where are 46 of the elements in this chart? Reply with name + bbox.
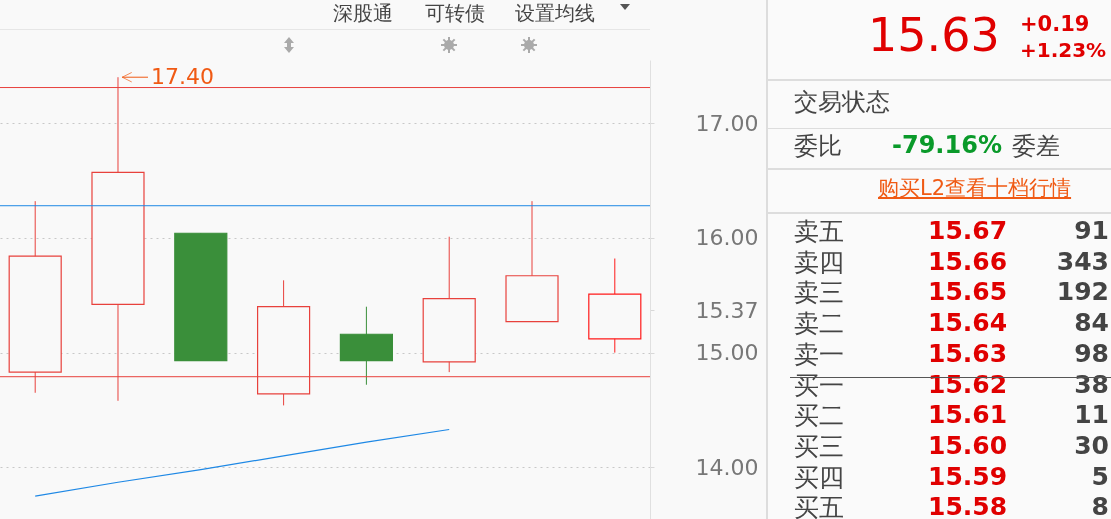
text: 15.59 xyxy=(928,461,1008,491)
text: 15.61 xyxy=(928,400,1008,430)
y-tick-label: 14.00 xyxy=(695,454,759,480)
text: 卖二 xyxy=(794,308,844,341)
text: 卖五 xyxy=(794,216,844,248)
text: 交易状态 xyxy=(794,87,890,118)
text: 30 xyxy=(1074,430,1109,460)
text: -79.16% xyxy=(892,131,1002,159)
text: 91 xyxy=(1074,216,1109,245)
text: 5 xyxy=(1091,461,1109,491)
text: 15.64 xyxy=(928,308,1008,338)
text: 15.65 xyxy=(928,277,1008,307)
annotation: 17.40 xyxy=(150,64,214,90)
text: 委差 xyxy=(1012,131,1060,162)
text: 15.58 xyxy=(928,492,1008,519)
text: 委比 xyxy=(794,131,842,162)
text: 深股通 xyxy=(333,1,393,25)
text: 卖三 xyxy=(794,277,844,310)
text: 可转债 xyxy=(425,1,485,25)
text: 8 xyxy=(1091,492,1109,519)
text: 卖四 xyxy=(794,246,844,279)
text: 买五 xyxy=(794,492,844,519)
text: 98 xyxy=(1074,338,1109,368)
y-tick-label: 15.37 xyxy=(695,297,759,323)
text: 15.63 xyxy=(928,338,1008,368)
text: 买二 xyxy=(794,400,844,433)
text: 15.63 xyxy=(868,8,1000,62)
text: 15.66 xyxy=(928,246,1008,276)
text: 11 xyxy=(1074,400,1109,430)
line-series xyxy=(34,428,450,497)
y-tick-label: 15.00 xyxy=(695,340,759,366)
text: 15.60 xyxy=(928,430,1008,460)
text: 卖一 xyxy=(794,338,844,371)
y-tick-label: 16.00 xyxy=(695,225,759,251)
text: 84 xyxy=(1074,308,1109,338)
text: +1.23% xyxy=(1020,38,1107,62)
y-tick-label: 17.00 xyxy=(695,110,759,136)
text: 买四 xyxy=(794,461,844,494)
text: 购买L2查看十档行情 xyxy=(878,175,1072,202)
text: 192 xyxy=(1056,277,1109,307)
text: 设置均线 xyxy=(515,1,595,25)
text: 15.67 xyxy=(928,216,1008,245)
text: 买三 xyxy=(794,430,844,463)
text: 343 xyxy=(1056,246,1109,276)
text: +0.19 xyxy=(1020,12,1090,36)
text: 买一 xyxy=(794,369,844,402)
